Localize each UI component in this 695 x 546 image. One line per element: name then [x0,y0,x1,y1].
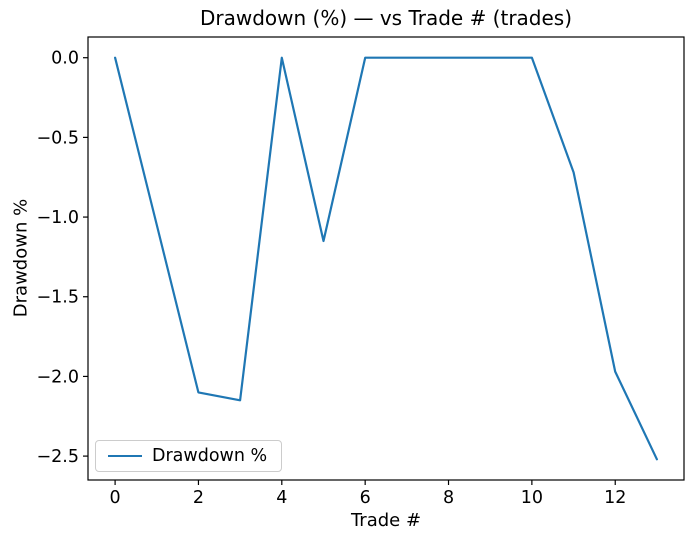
y-tick-label: −2.5 [37,447,80,467]
x-tick-label: 4 [276,488,287,508]
x-axis-label: Trade # [350,510,422,531]
data-line [113,56,659,461]
legend-label: Drawdown % [152,446,268,466]
x-tick-label: 2 [193,488,204,508]
x-tick-label: 0 [110,488,121,508]
y-tick-label: −1.5 [37,288,80,308]
x-tick-label: 12 [604,488,626,508]
y-tick-label: −1.0 [37,208,80,228]
x-tick-label: 8 [443,488,454,508]
y-tick-label: −2.0 [37,367,80,387]
axes-frame [87,36,685,481]
chart-title: Drawdown (%) — vs Trade # (trades) [199,6,573,30]
legend-line-swatch [108,455,142,457]
legend: Drawdown % [95,440,283,472]
y-tick-label: −0.5 [37,128,80,148]
x-tick-label: 6 [360,488,371,508]
y-tick-label: 0.0 [51,49,79,69]
x-tick-label: 10 [521,488,543,508]
